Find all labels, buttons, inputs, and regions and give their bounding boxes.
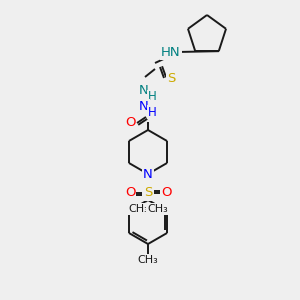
Text: O: O xyxy=(161,187,171,200)
Text: O: O xyxy=(125,187,135,200)
Text: CH₃: CH₃ xyxy=(128,204,149,214)
Text: HN: HN xyxy=(161,46,181,59)
Text: CH₃: CH₃ xyxy=(147,204,168,214)
Text: N: N xyxy=(143,167,153,181)
Text: N: N xyxy=(139,100,149,113)
Text: S: S xyxy=(167,71,175,85)
Text: CH₃: CH₃ xyxy=(138,255,158,265)
Text: H: H xyxy=(148,91,156,103)
Text: S: S xyxy=(144,187,152,200)
Text: H: H xyxy=(148,106,156,118)
Text: N: N xyxy=(139,85,149,98)
Text: O: O xyxy=(125,116,135,130)
